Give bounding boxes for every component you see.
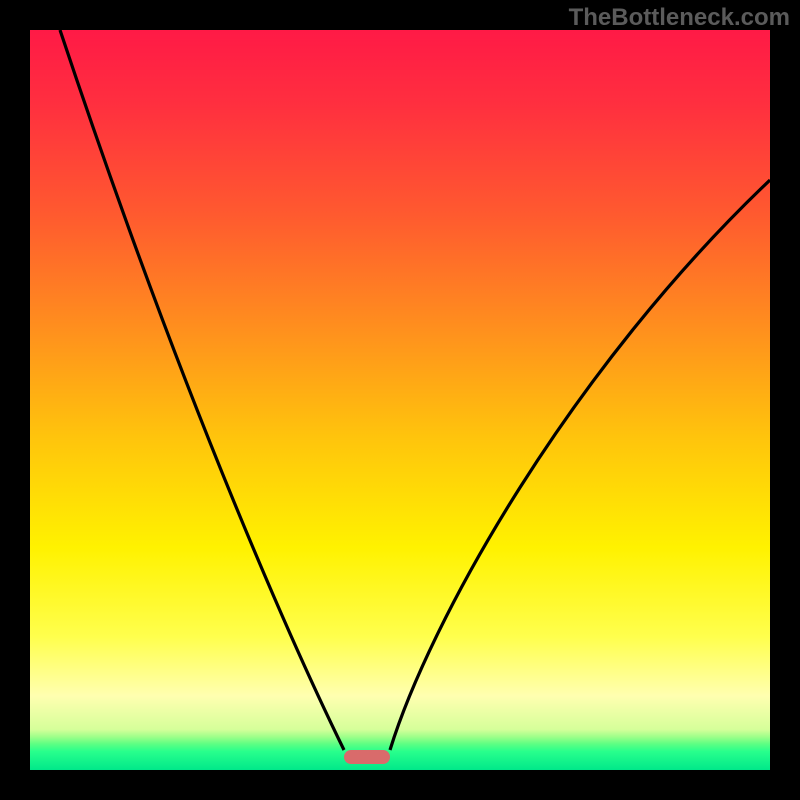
gradient-background bbox=[30, 30, 770, 770]
bottleneck-plot bbox=[0, 0, 800, 800]
bottleneck-marker bbox=[344, 750, 390, 764]
chart-canvas: TheBottleneck.com bbox=[0, 0, 800, 800]
attribution-text: TheBottleneck.com bbox=[569, 4, 790, 32]
